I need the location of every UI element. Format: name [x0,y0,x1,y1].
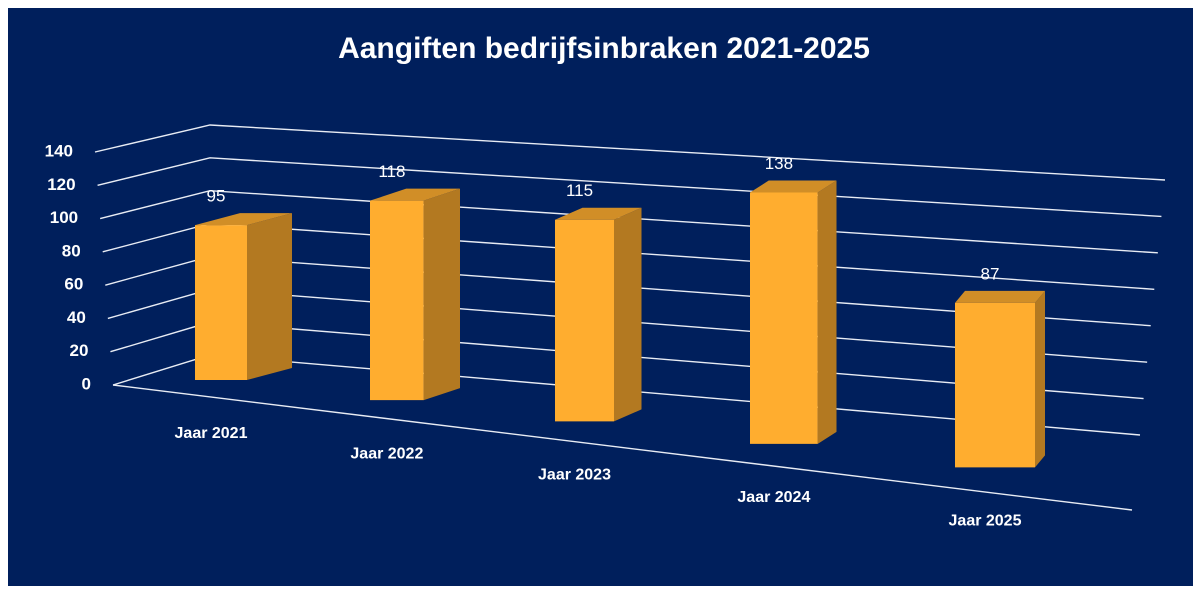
bar [195,213,292,380]
data-label: 118 [378,162,405,181]
x-tick-label: Jaar 2024 [737,489,810,506]
bar-front [955,302,1035,468]
bar-side [423,188,460,401]
x-tick-label: Jaar 2022 [350,445,423,462]
x-tick-label: Jaar 2023 [538,467,611,484]
y-tick-label: 20 [70,341,89,360]
grid-line [99,190,1158,254]
bar-side [817,180,837,444]
bar-top [195,213,292,226]
bar [750,180,837,444]
bar-side [614,207,642,422]
y-tick-label: 100 [50,208,78,227]
bar-front [195,225,247,380]
x-tick-label: Jaar 2025 [949,513,1022,530]
grid-line [94,124,1166,181]
y-tick-label: 60 [64,275,83,294]
y-tick-label: 140 [45,141,73,160]
y-tick-label: 120 [47,175,75,194]
data-label: 115 [566,181,593,200]
data-label: 95 [207,187,226,206]
bar-front [370,200,424,401]
y-tick-label: 40 [67,308,86,327]
bar [370,188,460,401]
x-tick-label: Jaar 2021 [175,425,248,442]
y-tick-label: 80 [62,241,81,260]
floor-edge [112,384,1133,511]
bar-top [370,188,460,201]
data-label: 87 [981,264,1000,283]
bar [555,207,642,422]
chart-title: Aangiften bedrijfsinbraken 2021-2025 [338,32,870,65]
bar-side [1035,290,1045,468]
bar-top [555,207,642,220]
bar-front [750,192,818,444]
y-tick-label: 0 [82,374,91,393]
data-label: 138 [765,154,793,173]
grid-line [97,157,1162,218]
bar-top [955,290,1045,303]
bar-side [247,213,292,380]
bar-front [555,219,614,422]
bar-top [750,180,837,193]
bar [955,290,1045,468]
